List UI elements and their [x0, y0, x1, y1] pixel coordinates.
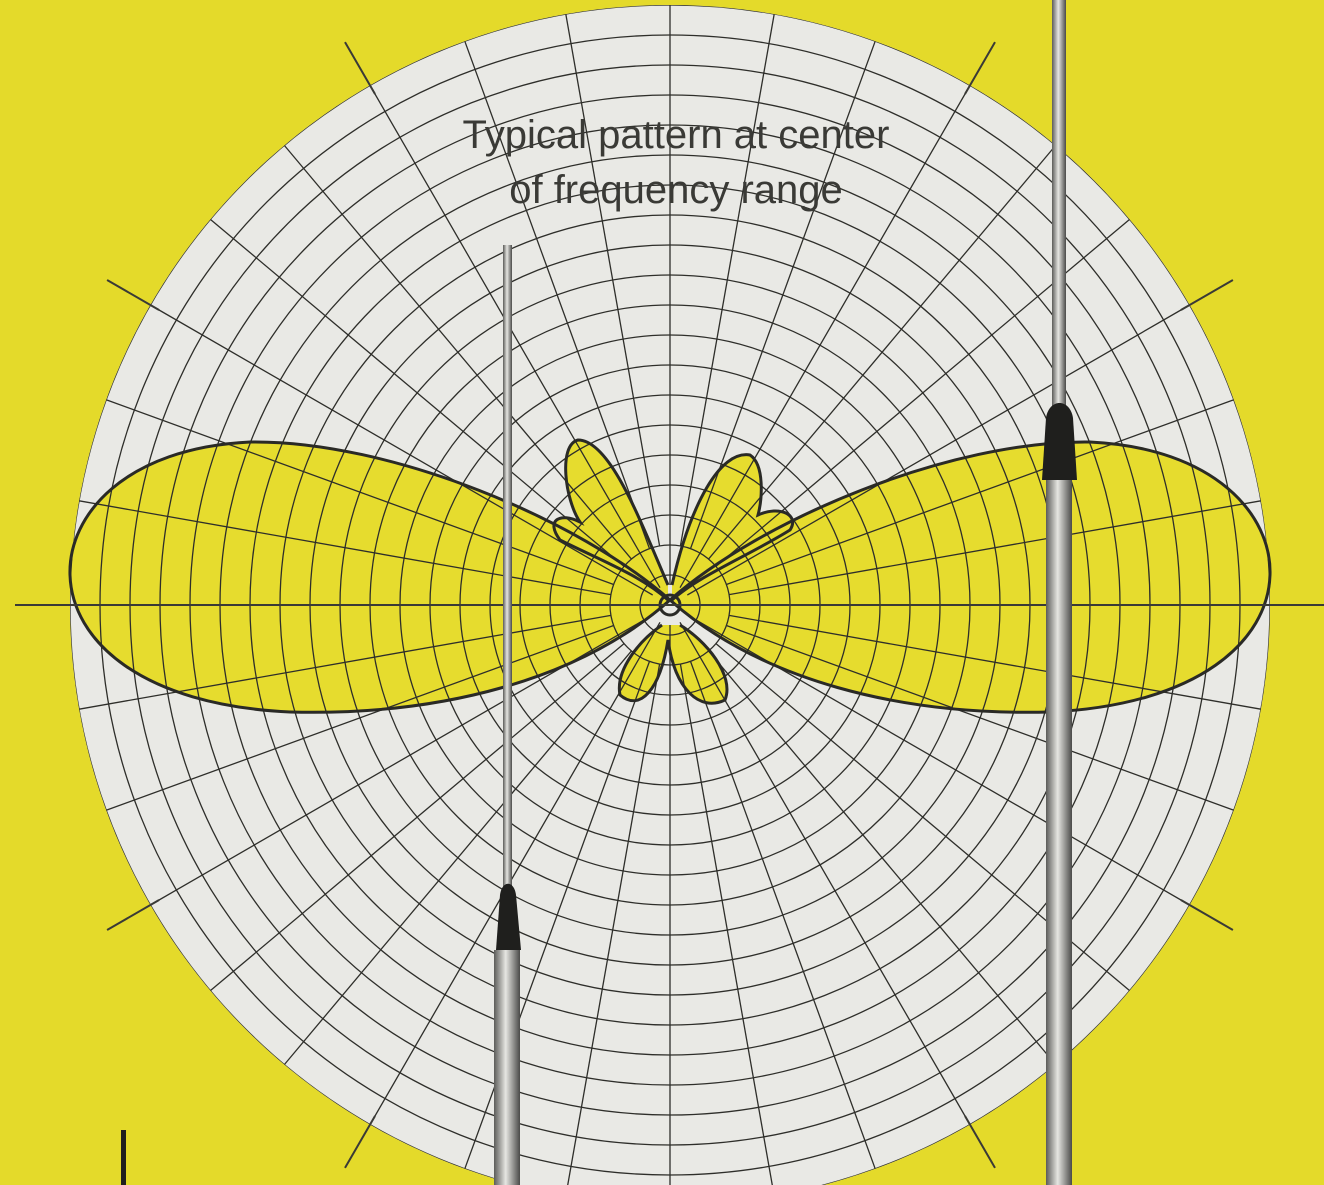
page: {"caption": {"lines": ["Typical pattern … — [0, 0, 1324, 1185]
caption-line: Typical pattern at center — [463, 113, 890, 157]
radiation-pattern-diagram: Typical pattern at center of frequency r… — [0, 0, 1324, 1185]
whip — [1052, 0, 1066, 410]
mast — [1046, 480, 1072, 1185]
whip — [503, 245, 512, 895]
mast — [494, 950, 520, 1185]
caption-line: of frequency range — [509, 168, 843, 212]
ferrule — [1042, 403, 1077, 480]
corner-bar — [121, 1130, 126, 1185]
